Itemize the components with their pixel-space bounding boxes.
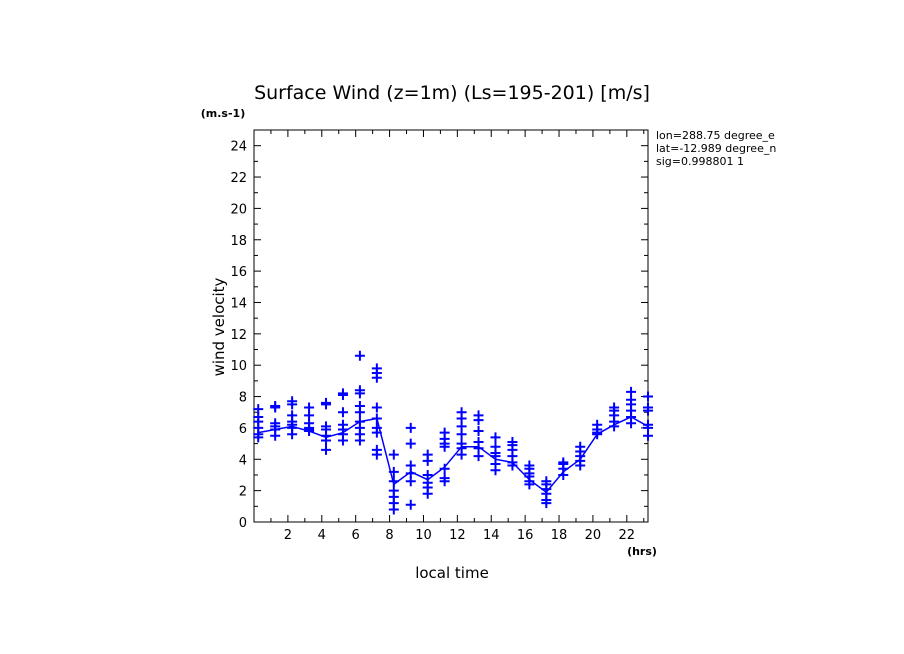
- sample-point: [405, 422, 416, 433]
- sample-point: [592, 419, 603, 430]
- info-line: lat=-12.989 degree_n: [656, 142, 776, 155]
- sample-point: [422, 449, 433, 460]
- sample-point: [321, 444, 332, 455]
- sample-point: [643, 391, 653, 402]
- sample-point: [490, 441, 501, 452]
- sample-point: [473, 410, 484, 421]
- sample-point: [558, 457, 569, 468]
- sample-point: [388, 449, 399, 460]
- sample-point: [388, 476, 399, 487]
- sample-point: [405, 499, 416, 510]
- sample-point: [321, 397, 332, 408]
- sample-point: [371, 363, 382, 374]
- sample-point: [287, 410, 298, 421]
- sample-point: [354, 400, 365, 411]
- y-tick-label: 22: [230, 171, 247, 186]
- x-tick-label: 18: [551, 528, 568, 543]
- sample-point: [337, 419, 348, 430]
- data-marks: [253, 350, 653, 515]
- x-tick-label: 6: [352, 528, 360, 543]
- sample-point: [456, 438, 467, 449]
- sample-point: [473, 437, 484, 448]
- sample-point: [388, 485, 399, 496]
- x-tick-label: 20: [585, 528, 602, 543]
- x-tick-label: 14: [483, 528, 500, 543]
- y-tick-label: 2: [239, 485, 247, 500]
- sample-point: [643, 402, 653, 413]
- y-tick-label: 0: [239, 516, 247, 531]
- sample-point: [473, 426, 484, 437]
- x-tick-label: 8: [385, 528, 393, 543]
- sample-point: [422, 469, 433, 480]
- sample-point: [388, 466, 399, 477]
- sample-point: [337, 407, 348, 418]
- plot-frame: [253, 129, 649, 523]
- sample-point: [371, 422, 382, 433]
- sample-point: [371, 402, 382, 413]
- y-tick-label: 24: [230, 140, 247, 155]
- sample-point: [643, 419, 653, 430]
- x-tick-label: 4: [318, 528, 326, 543]
- sample-point: [541, 476, 552, 487]
- sample-point: [575, 441, 586, 452]
- x-tick-label: 12: [449, 528, 466, 543]
- y-tick-label: 4: [239, 453, 247, 468]
- sample-point: [371, 413, 382, 424]
- sample-point: [337, 388, 348, 399]
- sample-point: [439, 427, 450, 438]
- info-line: sig=0.998801 1: [656, 155, 744, 168]
- sample-point: [287, 396, 298, 407]
- x-tick-label: 2: [284, 528, 292, 543]
- sample-point: [270, 418, 281, 429]
- sample-point: [439, 473, 450, 484]
- y-axis-unit: (m.s-1): [201, 107, 245, 120]
- info-line: lon=288.75 degree_e: [656, 129, 775, 142]
- sample-point: [405, 460, 416, 471]
- sample-point: [405, 438, 416, 449]
- y-tick-label: 10: [230, 359, 247, 374]
- x-axis-unit: (hrs): [627, 545, 657, 558]
- y-tick-label: 6: [239, 422, 247, 437]
- sample-point: [354, 350, 365, 361]
- x-tick-label: 22: [619, 528, 636, 543]
- x-axis-label: local time: [415, 564, 489, 582]
- sample-point: [371, 444, 382, 455]
- sample-point: [439, 463, 450, 474]
- y-tick-label: 12: [230, 328, 247, 343]
- sample-point: [354, 385, 365, 396]
- sample-point: [490, 432, 501, 443]
- sample-point: [270, 400, 281, 411]
- mean-line: [258, 416, 649, 494]
- sample-point: [253, 404, 264, 415]
- sample-point: [354, 416, 365, 427]
- x-tick-label: 10: [415, 528, 432, 543]
- x-tick-label: 16: [517, 528, 534, 543]
- y-tick-label: 16: [230, 265, 247, 280]
- y-tick-label: 14: [230, 296, 247, 311]
- sample-point: [626, 386, 637, 397]
- chart-title: Surface Wind (z=1m) (Ls=195-201) [m/s]: [254, 82, 650, 104]
- y-axis-label: wind velocity: [210, 277, 228, 376]
- sample-point: [304, 402, 315, 413]
- sample-point: [321, 421, 332, 432]
- sample-point: [507, 437, 518, 448]
- y-tick-label: 8: [239, 391, 247, 406]
- y-tick-label: 18: [230, 234, 247, 249]
- y-tick-label: 20: [230, 202, 247, 217]
- sample-point: [609, 402, 620, 413]
- sample-point: [456, 407, 467, 418]
- sample-point: [524, 460, 535, 471]
